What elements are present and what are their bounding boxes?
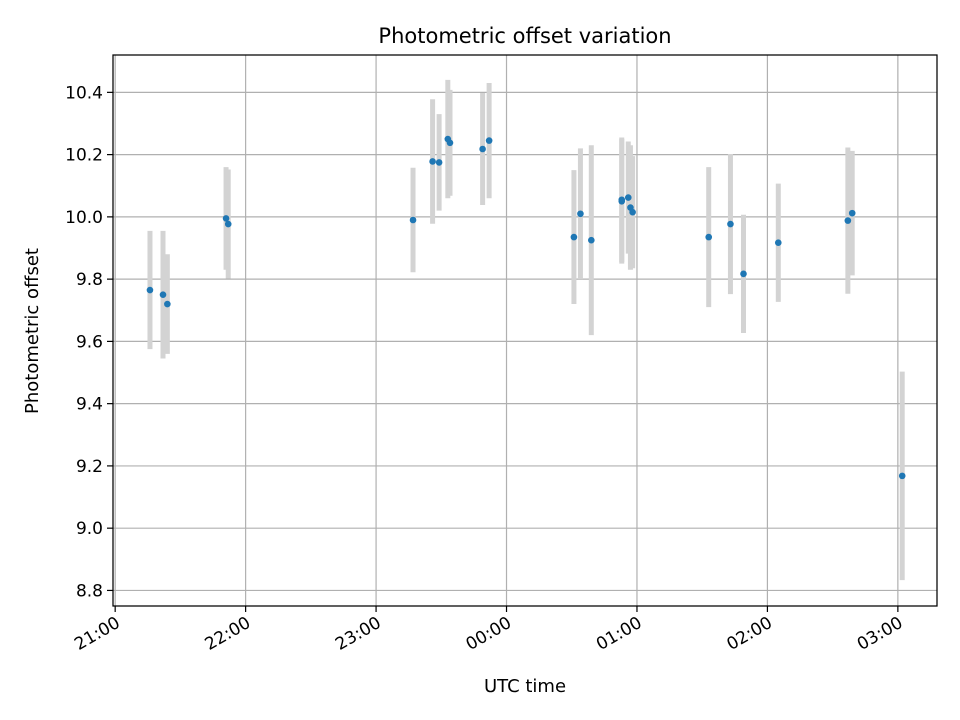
grid: [113, 55, 937, 606]
data-point: [629, 208, 636, 216]
data-points: [146, 135, 906, 480]
data-point: [727, 220, 734, 228]
data-point: [898, 472, 906, 480]
data-point: [146, 286, 154, 294]
data-point: [705, 233, 713, 241]
data-point: [164, 300, 171, 308]
data-point: [159, 291, 167, 299]
x-axis-title: UTC time: [484, 676, 566, 697]
y-axis-title: Photometric offset: [22, 248, 43, 414]
data-point: [624, 194, 632, 201]
y-tick-label: 9.6: [76, 332, 103, 352]
y-tick-label: 9.4: [76, 395, 103, 415]
y-tick-label: 8.8: [76, 581, 103, 601]
data-point: [774, 239, 782, 247]
y-tick-label: 10.4: [65, 83, 103, 103]
x-axis-ticks: 21:00 22:00 23:00 00:00 01:00 02:00 03:00: [71, 606, 906, 655]
y-tick-label: 9.0: [76, 519, 103, 539]
data-point: [848, 209, 856, 217]
chart-title: Photometric offset variation: [378, 24, 671, 48]
data-point: [485, 137, 493, 144]
plot-frame: [112, 54, 938, 607]
data-point: [618, 196, 626, 204]
data-point: [222, 215, 230, 222]
data-point: [435, 159, 443, 166]
data-point: [446, 139, 454, 147]
y-tick-label: 10.2: [65, 146, 103, 166]
y-tick-label: 9.8: [76, 270, 103, 290]
y-axis-ticks: 8.8 9.0 9.2 9.4 9.6 9.8 10.0 10.2 10.4: [65, 83, 113, 601]
y-tick-label: 10.0: [65, 208, 103, 228]
data-point: [577, 210, 584, 218]
data-point: [588, 236, 595, 244]
data-point: [224, 220, 232, 228]
data-point: [409, 216, 417, 224]
data-point: [429, 158, 436, 165]
y-tick-label: 9.2: [76, 457, 103, 477]
data-point: [740, 270, 747, 278]
data-point: [570, 233, 578, 241]
data-point: [844, 217, 852, 224]
data-point: [479, 145, 486, 153]
